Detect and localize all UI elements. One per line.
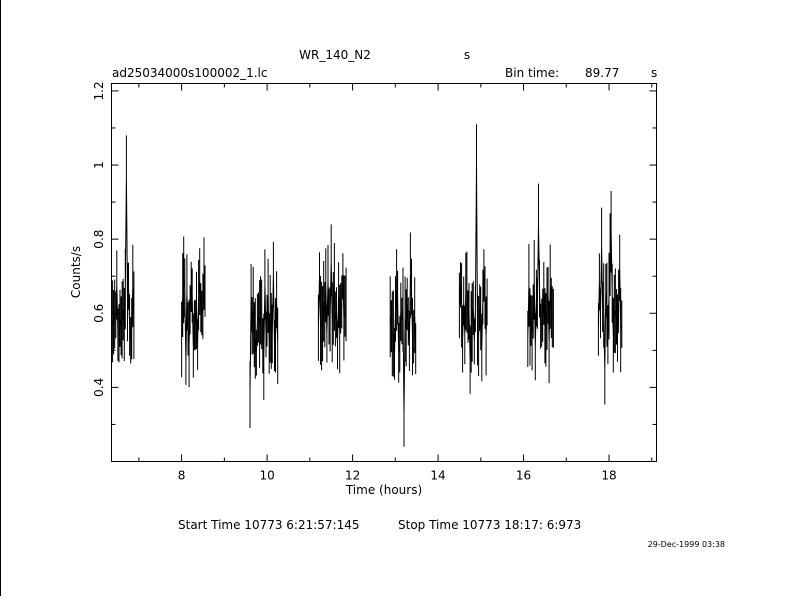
lightcurve-segment [458,124,488,394]
lightcurve-segment [597,191,623,405]
x-tick-label: 14 [430,469,445,483]
y-axis-label: Counts/s [69,246,83,298]
y-tick-label: 1.2 [92,81,106,100]
chart-title: WR_140_N2 [299,48,371,62]
lightcurve-segment [527,183,554,384]
x-tick-label: 12 [345,469,360,483]
bin-time-label: Bin time: [505,66,559,80]
x-tick-label: 8 [178,469,186,483]
data-series [111,124,623,447]
axis-ticks [111,83,657,462]
filename-label: ad25034000s100002_1.lc [112,66,268,80]
x-tick-label: 10 [259,469,274,483]
plot-frame [111,83,657,462]
lightcurve-segment [249,242,279,429]
bin-time-unit: s [651,66,657,80]
y-tick-label: 0.6 [92,304,106,323]
x-tick-labels: 8 10 12 14 16 18 [178,469,617,483]
y-tick-label: 1 [92,161,106,169]
y-tick-label: 0.4 [92,378,106,397]
timestamp-label: 29-Dec-1999 03:38 [648,540,725,549]
stop-time-label: Stop Time 10773 18:17: 6:973 [398,518,581,532]
lightcurve-segment [317,224,347,374]
x-tick-label: 16 [516,469,531,483]
x-axis-label: Time (hours) [345,483,422,497]
x-tick-label: 18 [601,469,616,483]
bin-time-value: 89.77 [585,66,619,80]
lightcurve-segment [389,232,417,447]
y-tick-label: 0.8 [92,230,106,249]
start-time-label: Start Time 10773 6:21:57:145 [178,518,360,532]
lightcurve-segment [181,236,206,388]
lightcurve-segment [111,135,135,364]
y-tick-labels: 0.4 0.6 0.8 1 1.2 [92,81,106,397]
title-unit: s [464,48,470,62]
